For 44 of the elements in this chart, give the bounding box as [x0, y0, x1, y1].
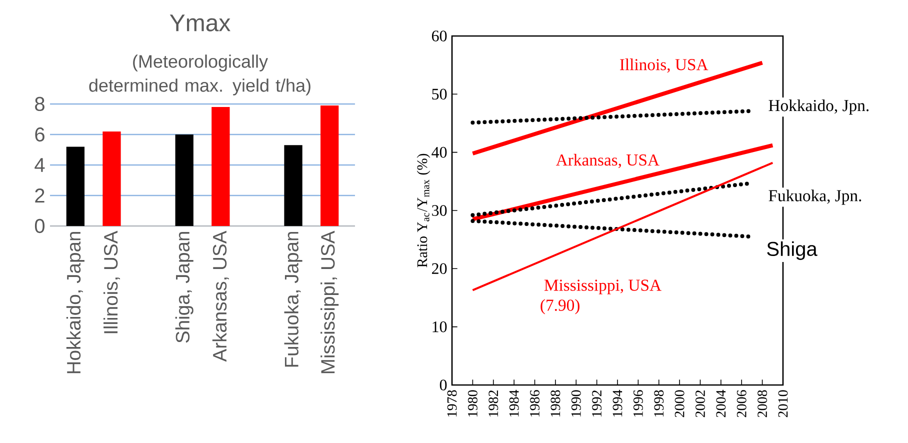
x-tick-label: 2000: [674, 390, 684, 418]
x-tick-label: 1978: [447, 390, 457, 416]
x-tick-label: 2006: [736, 390, 746, 418]
y-tick-label: 0: [440, 380, 447, 390]
x-tick-label: Shiga, Japan: [175, 232, 194, 343]
x-tick-label: 1994: [612, 390, 622, 416]
y-tick-label: 30: [432, 205, 447, 216]
x-tick-label: 1980: [468, 390, 478, 416]
y-tick-label: 0: [34, 218, 45, 234]
chart-title: Ymax: [170, 14, 230, 32]
y-tick-label: 6: [35, 127, 44, 142]
x-tick-label: 2010: [778, 390, 788, 418]
series-label: Arkansas, USA: [556, 154, 660, 168]
y-tick-label: 20: [432, 263, 447, 274]
y-tick-label: 8: [35, 96, 44, 112]
chart-subtitle: (Meteorologically determined max. yield t/ha): [89, 54, 310, 96]
series-label: Fukuoka, Jpn.: [768, 190, 862, 205]
x-tick-label: 2002: [696, 390, 705, 418]
y-tick-label: 50: [432, 88, 447, 100]
y-tick-label: 10: [432, 321, 447, 332]
x-tick-label: 1992: [592, 390, 602, 416]
y-tick-label: 2: [35, 188, 44, 202]
x-tick-label: 2008: [758, 390, 768, 418]
y-tick-label: 4: [34, 158, 45, 172]
x-tick-label: Illinois, USA: [103, 230, 120, 334]
annotation: (7.90): [540, 299, 580, 314]
x-tick-label: Arkansas, USA: [212, 230, 229, 362]
x-tick-label: 2004: [716, 390, 726, 418]
y-tick-label: 60: [432, 30, 447, 42]
series-label: Illinois, USA: [620, 58, 708, 73]
x-tick-label: Mississippi, USA: [320, 230, 339, 374]
x-tick-label: 1988: [550, 390, 560, 416]
x-tick-label: Fukuoka, Japan: [284, 232, 302, 367]
series-label: Hokkaido, Jpn.: [768, 99, 869, 115]
x-tick-label: 1996: [633, 390, 643, 416]
x-tick-label: 1998: [654, 390, 664, 416]
y-tick-label: 40: [432, 146, 447, 158]
series-label: Shiga: [767, 241, 818, 260]
x-tick-label: Hokkaido, Japan: [66, 232, 84, 374]
x-tick-label: 1984: [509, 390, 519, 416]
x-tick-label: 1986: [530, 390, 540, 416]
x-tick-label: 1990: [571, 390, 581, 416]
y-axis-title: Ratio Y$_{ac}$/Y$_{max}$ (%): [416, 154, 430, 268]
x-tick-label: 1982: [488, 390, 498, 416]
